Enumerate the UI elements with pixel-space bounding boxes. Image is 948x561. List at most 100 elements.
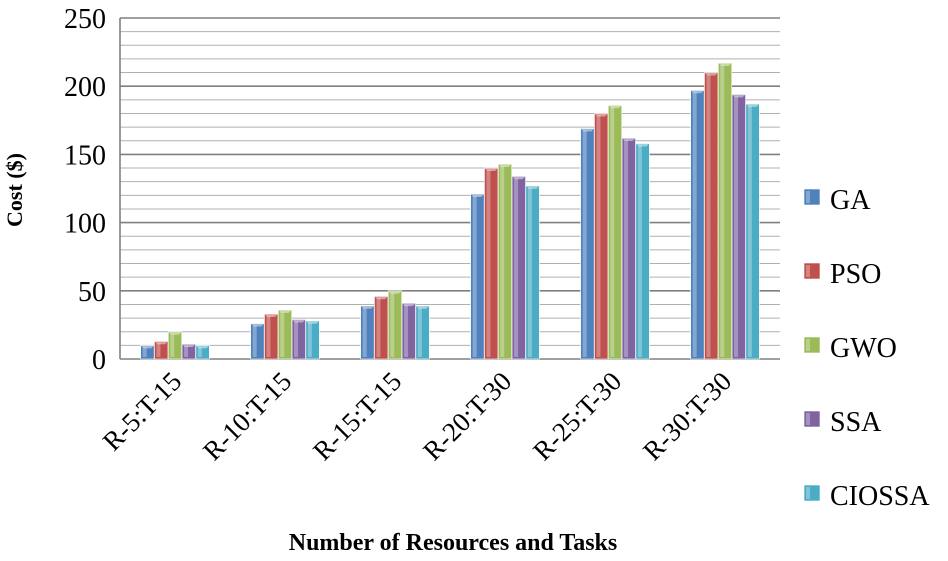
legend-swatch xyxy=(803,188,821,206)
bar-bevel xyxy=(635,143,650,147)
bar-bevel xyxy=(374,296,388,300)
bar-ciossa-3 xyxy=(415,305,430,360)
y-tick-label: 200 xyxy=(64,72,106,103)
bar-highlight xyxy=(156,343,161,357)
x-tick-label: R-15:T-15 xyxy=(307,366,407,466)
bar-highlight xyxy=(706,74,711,357)
bar-ssa-5 xyxy=(621,137,636,360)
bar-bevel xyxy=(360,305,375,309)
bar-bevel xyxy=(182,343,196,347)
bar-highlight xyxy=(720,65,725,358)
bar-bevel xyxy=(745,103,760,107)
bar xyxy=(167,331,183,360)
x-tick-label: R-30:T-30 xyxy=(637,366,737,466)
x-tick-label: R-10:T-15 xyxy=(197,366,297,466)
bar-highlight xyxy=(294,321,299,357)
bar-bevel xyxy=(718,63,732,67)
bar xyxy=(745,103,760,360)
x-axis-label: Number of Resources and Tasks xyxy=(289,530,618,556)
bar-ssa-2 xyxy=(291,319,306,360)
bar xyxy=(415,305,430,360)
bar-highlight xyxy=(184,345,189,357)
bar-bevel xyxy=(154,341,168,345)
y-tick-label: 50 xyxy=(78,277,106,308)
legend-swatch xyxy=(803,484,821,502)
bar xyxy=(140,345,155,360)
bar-bevel xyxy=(264,313,278,317)
bar-highlight xyxy=(486,170,491,357)
bar-bevel xyxy=(250,323,265,327)
bar-gwo-4 xyxy=(497,163,513,360)
bar-highlight xyxy=(734,96,739,357)
bar-bevel xyxy=(470,193,485,197)
legend-swatch xyxy=(803,262,821,280)
legend-swatch-highlight xyxy=(806,339,810,351)
x-axis-tick-labels: R-5:T-15 R-10:T-15 R-15:T-15 R-20:T-30 R-25:… xyxy=(97,366,738,466)
bar-bevel xyxy=(195,345,210,349)
legend-label: GWO xyxy=(830,333,897,364)
bar-ga-5 xyxy=(580,128,595,360)
legend-item-gwo: GWO xyxy=(803,333,897,364)
bar-highlight xyxy=(637,145,642,357)
bar xyxy=(291,319,306,360)
bar-highlight xyxy=(266,315,271,357)
legend-label: CIOSSA xyxy=(830,481,930,512)
bar-ga-4 xyxy=(470,193,485,360)
bar-ciossa-4 xyxy=(525,185,540,360)
bar-pso-1 xyxy=(154,340,169,360)
bar-bevel xyxy=(402,303,416,307)
bar-gwo-3 xyxy=(387,290,403,360)
bar-ssa-1 xyxy=(181,343,196,360)
bar-bevel xyxy=(168,331,182,335)
bar-pso-2 xyxy=(264,313,279,360)
bar xyxy=(154,340,169,360)
x-tick-label: R-20:T-30 xyxy=(417,366,517,466)
bar-bevel xyxy=(140,345,155,349)
bar xyxy=(470,193,485,360)
bar-bevel xyxy=(498,163,512,167)
legend-swatch-highlight xyxy=(806,487,810,499)
bar-gwo-2 xyxy=(277,309,293,360)
bar xyxy=(635,143,650,360)
bar-bevel xyxy=(292,319,306,323)
bar-highlight xyxy=(197,347,202,357)
bar-highlight xyxy=(582,130,587,357)
chart-legend: GA PSO GWO SSA CIOSSA xyxy=(803,185,930,512)
y-tick-label: 250 xyxy=(64,4,106,35)
bar-highlight xyxy=(624,140,629,357)
bar-highlight xyxy=(280,311,285,357)
x-tick-label: R-5:T-15 xyxy=(97,366,188,457)
y-axis-tick-labels: 0 50 100 150 200 250 xyxy=(64,4,106,376)
bar-bevel xyxy=(608,105,622,109)
x-tick-label: R-25:T-30 xyxy=(527,366,627,466)
bar-bevel xyxy=(415,305,430,309)
bar-ciossa-6 xyxy=(745,103,760,360)
bar-pso-5 xyxy=(594,113,609,360)
y-tick-label: 100 xyxy=(64,209,106,240)
bar-highlight xyxy=(376,298,381,357)
bar-bevel xyxy=(278,309,292,313)
bar-ga-1 xyxy=(140,345,155,360)
bar-ciossa-5 xyxy=(635,143,650,360)
bar-ciossa-2 xyxy=(305,320,320,360)
bar-highlight xyxy=(362,307,367,357)
bar-bevel xyxy=(512,176,526,180)
bar xyxy=(525,185,540,360)
bar-highlight xyxy=(404,305,409,357)
legend-swatch-highlight xyxy=(806,265,810,277)
bar-ciossa-1 xyxy=(195,345,210,360)
bar-highlight xyxy=(527,187,532,357)
bar-bevel xyxy=(525,185,540,189)
legend-swatch-highlight xyxy=(806,191,810,203)
bar-highlight xyxy=(252,325,257,357)
bar-bevel xyxy=(704,72,718,76)
bar-highlight xyxy=(307,322,312,357)
bar-ssa-4 xyxy=(511,175,526,360)
bar-highlight xyxy=(390,292,395,357)
bar-highlight xyxy=(610,107,615,358)
bar-highlight xyxy=(514,178,519,357)
chart-bars xyxy=(140,62,760,360)
bar-bevel xyxy=(690,90,705,94)
bar-highlight xyxy=(142,347,147,357)
